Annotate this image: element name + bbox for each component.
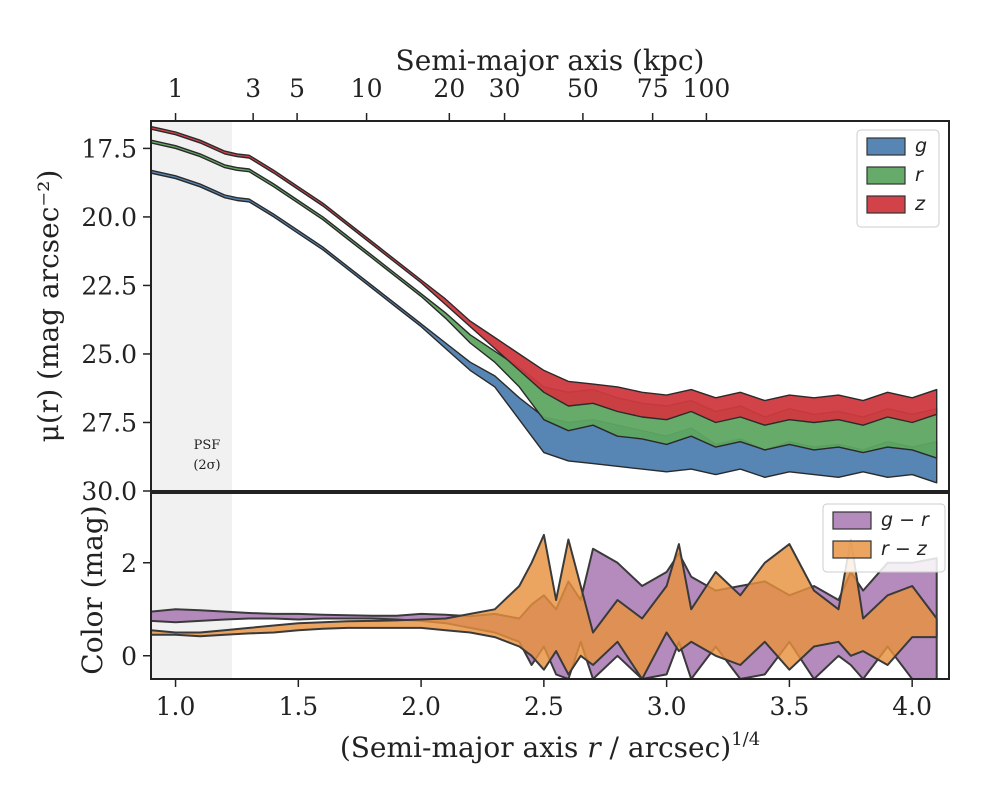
y-tick-label: 25.0 [81,340,137,369]
x-tick-label: 3.0 [647,692,687,721]
kpc-tick-label: 100 [683,74,731,103]
band-r-z [151,533,938,679]
kpc-tick-label: 10 [351,74,383,103]
root-radius-x-title: (Semi-major axis r / arcsec)1/4 [340,729,760,764]
legend-swatch-g [866,137,906,156]
legend-label-g-r: g − r [881,509,930,531]
legend-label-r: r [915,164,924,186]
kpc-tick-label: 1 [168,74,184,103]
surface-brightness-plot-area [151,125,938,484]
color-y-tick-label: 2 [121,549,137,578]
band-r [151,139,938,459]
legend-label-g: g [915,135,927,157]
surface-brightness-y-title: μ(r) (mag arcsec⁻²) [32,170,65,443]
psf-label-line1: PSF [194,438,221,453]
color-plot-area [151,533,938,679]
x-tick-label: 2.0 [401,692,441,721]
color-legend: g − r r − z [822,503,946,573]
legend-label-z: z [914,193,926,215]
y-tick-label: 30.0 [81,477,137,506]
band-z [151,125,938,426]
color-y-axis: 02 [121,549,151,671]
x-tick-label: 1.5 [278,692,318,721]
x-tick-label: 1.0 [156,692,196,721]
kpc-tick-label: 3 [245,74,261,103]
legend-swatch-r-z [832,540,872,559]
kpc-tick-label: 5 [289,74,305,103]
kpc-axis-title: Semi-major axis (kpc) [396,44,705,77]
y-tick-label: 17.5 [81,134,137,163]
psf-label-line2: (2σ) [193,458,220,473]
root-radius-x-axis: 1.0 1.5 2.0 2.5 3.0 3.5 4.0 [156,679,932,721]
kpc-tick-label: 50 [567,74,599,103]
kpc-tick-label: 20 [433,74,465,103]
band-legend: grz [856,129,940,228]
surface-brightness-panel: 17.5 20.0 22.5 25.0 27.5 30.0 1 3 5 10 20 30 50 75 10… [81,74,950,506]
color-y-title: Color (mag) [76,505,109,674]
kpc-tick-label: 75 [637,74,669,103]
color-frame [150,492,950,680]
legend-label-r-z: r − z [881,538,928,560]
x-tick-label: 3.5 [770,692,810,721]
y-tick-label: 22.5 [81,271,137,300]
psf-shade-color [151,493,232,679]
x-tick-label: 4.0 [892,692,932,721]
legend-swatch-z [866,195,906,214]
color-panel: 02 1.0 1.5 2.0 2.5 3.0 3.5 4.0 g − rr − z [121,492,950,721]
x-tick-label: 2.5 [524,692,564,721]
color-y-tick-label: 0 [121,642,137,671]
surface-brightness-y-axis: 17.5 20.0 22.5 25.0 27.5 30.0 [81,134,151,506]
kpc-axis: 1 3 5 10 20 30 50 75 100 [168,74,731,121]
y-tick-label: 20.0 [81,203,137,232]
legend-swatch-g-r [832,511,872,530]
kpc-tick-label: 30 [489,74,521,103]
surface-brightness-frame [150,120,950,492]
y-tick-label: 27.5 [81,408,137,437]
legend-swatch-r [866,166,906,185]
